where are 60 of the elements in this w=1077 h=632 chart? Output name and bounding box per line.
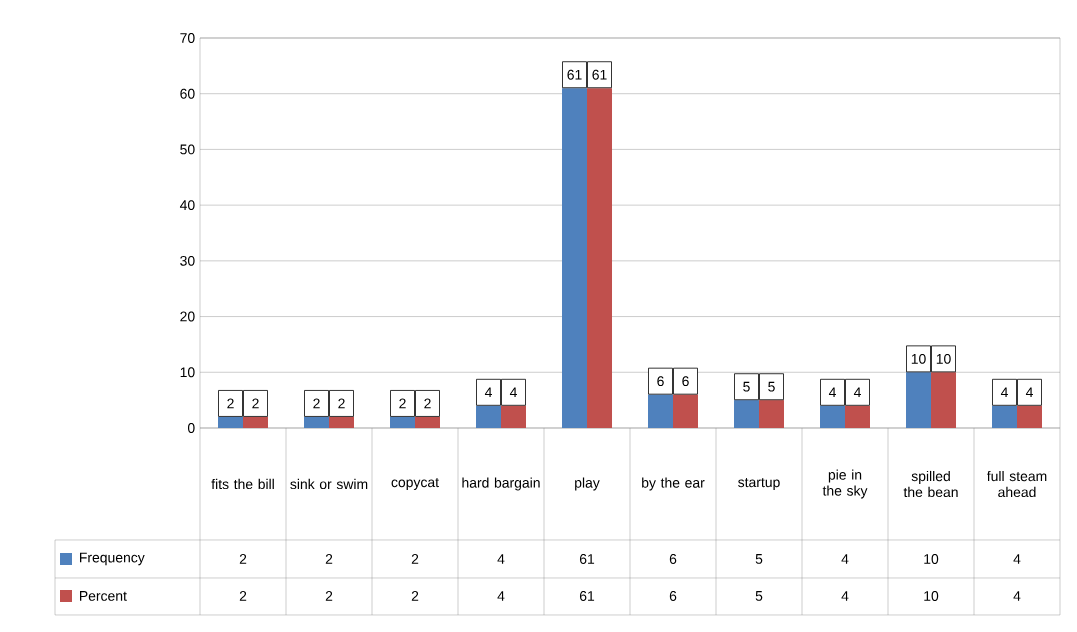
annotation: 2 xyxy=(227,398,234,409)
data-label: 4 xyxy=(1013,591,1021,601)
y-tick-label: 30 xyxy=(180,255,195,266)
data-label: 6 xyxy=(669,554,677,564)
x-tick-label: full steam ahead xyxy=(986,470,1047,498)
y-tick-label: 20 xyxy=(180,311,195,322)
y-tick-label: 50 xyxy=(180,144,195,155)
legend-label: Frequency xyxy=(80,552,145,566)
data-label: 2 xyxy=(411,591,419,601)
annotation: 10 xyxy=(936,353,951,364)
x-tick-label: pie in the sky xyxy=(822,469,868,499)
annotation: 4 xyxy=(484,387,492,398)
annotation: 61 xyxy=(567,69,582,80)
data-label: 4 xyxy=(497,591,505,601)
data-label: 2 xyxy=(411,554,419,564)
y-tick-label: 60 xyxy=(180,88,195,99)
data-label: 10 xyxy=(924,554,939,564)
annotation: 4 xyxy=(853,387,861,398)
data-label: 4 xyxy=(841,591,849,601)
annotation: 61 xyxy=(592,69,607,80)
data-label: 2 xyxy=(325,554,333,564)
annotation: 2 xyxy=(252,398,259,409)
x-tick-label: startup xyxy=(738,478,780,490)
data-label: 61 xyxy=(579,591,595,601)
data-label: 2 xyxy=(239,591,247,601)
data-label: 5 xyxy=(755,591,763,601)
annotation: 2 xyxy=(424,398,431,409)
annotation: 5 xyxy=(768,381,775,392)
y-tick-label: 10 xyxy=(180,367,195,378)
legend-label: Percent xyxy=(80,591,127,601)
y-tick-label: 0 xyxy=(187,423,195,433)
x-tick-label: copycat xyxy=(391,478,439,490)
annotation: 6 xyxy=(657,376,664,387)
y-tick-label: 40 xyxy=(179,200,195,211)
data-label: 2 xyxy=(325,591,333,601)
data-label: 4 xyxy=(1013,554,1021,564)
annotation: 4 xyxy=(509,387,517,398)
y-tick-label: 70 xyxy=(180,33,195,43)
annotation: 10 xyxy=(911,353,926,364)
annotation: 6 xyxy=(682,376,689,387)
data-label: 61 xyxy=(579,554,595,564)
x-tick-label: play xyxy=(575,477,600,491)
data-label: 4 xyxy=(841,554,849,564)
data-label: 6 xyxy=(669,591,677,601)
data-label: 5 xyxy=(755,554,763,564)
annotation: 2 xyxy=(399,398,406,409)
annotation: 4 xyxy=(1025,387,1033,398)
data-label: 2 xyxy=(239,554,247,564)
x-tick-label: by the ear xyxy=(642,477,705,491)
annotation: 2 xyxy=(338,398,345,409)
x-tick-label: spilled the bean xyxy=(903,470,958,498)
data-label: 10 xyxy=(924,591,939,601)
annotation: 5 xyxy=(743,381,750,392)
x-tick-label: hard bargain xyxy=(462,477,540,491)
annotation: 4 xyxy=(1000,387,1008,398)
data-label: 4 xyxy=(497,554,505,564)
annotation: 4 xyxy=(828,387,836,398)
annotation: 2 xyxy=(313,398,320,409)
x-tick-label: fits the bill xyxy=(211,478,274,490)
x-tick-label: sink or swim xyxy=(290,478,368,490)
